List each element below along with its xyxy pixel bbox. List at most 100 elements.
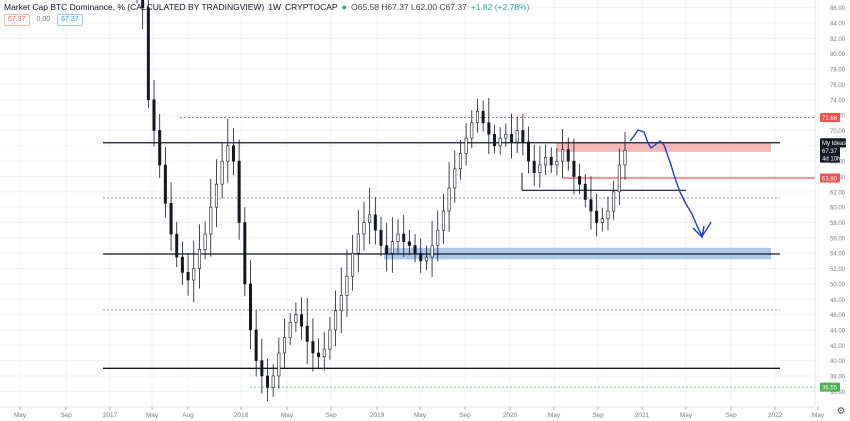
input-c[interactable]: 67.37	[57, 14, 83, 26]
price-label-text: 4d 10h	[822, 156, 840, 162]
candle-body	[300, 314, 304, 327]
chart-annotations	[629, 129, 712, 239]
candle-body	[334, 310, 338, 331]
candle-body	[277, 352, 281, 377]
candle-body	[175, 233, 179, 258]
candle-body	[305, 325, 309, 342]
candle-body	[351, 252, 355, 277]
price-label: 36.55	[820, 382, 840, 392]
candle-body	[419, 252, 423, 262]
input-b[interactable]: 0.00	[33, 15, 54, 25]
candle-body	[549, 156, 553, 166]
resistance-zone	[556, 142, 771, 152]
candle-body	[237, 160, 241, 223]
price-label: 63.80	[820, 173, 840, 183]
candle-body	[430, 245, 434, 258]
candle-body	[271, 375, 275, 388]
candle-body	[447, 187, 451, 212]
candle-body	[492, 133, 496, 147]
candle-body	[231, 145, 235, 162]
price-label: 71.68	[820, 113, 840, 123]
candle-body	[163, 164, 167, 204]
y-tick-label: 52.00	[830, 267, 846, 273]
x-tick-label: May	[14, 412, 27, 419]
candle-body	[464, 137, 468, 154]
ohlc-values: O65.58 H67.37 L62.00 C67.37	[351, 2, 467, 12]
y-tick-label: 44.00	[830, 328, 846, 334]
candle-body	[475, 110, 479, 124]
x-tick-label: 2018	[234, 412, 249, 419]
candle-body	[606, 210, 610, 219]
price-label: My Ideas	[820, 138, 846, 148]
price-label-bg	[820, 173, 840, 183]
projection-arrowhead-icon	[692, 225, 705, 239]
candle-body	[180, 256, 184, 273]
candle-body	[504, 133, 508, 139]
candle-body	[402, 233, 406, 243]
candle-body	[328, 329, 332, 350]
candle-body	[578, 176, 582, 185]
candle-body	[243, 222, 247, 285]
candle-body	[498, 137, 502, 147]
candle-body	[521, 130, 525, 143]
change-value: +1.82 (+2.78%)	[470, 2, 530, 12]
x-tick-label: 2019	[370, 412, 385, 419]
candle-body	[487, 122, 491, 135]
x-tick-label: May	[812, 412, 825, 419]
price-label-bg	[820, 113, 840, 123]
candle-body	[152, 99, 156, 131]
y-tick-label: 46.00	[830, 313, 846, 319]
settings-gear-icon[interactable]: ⚙	[836, 406, 846, 417]
chart-title: Market Cap BTC Dominance, % (CALCULATED …	[4, 2, 265, 12]
x-tick-label: Sep	[592, 412, 604, 419]
price-label: 67.37	[820, 146, 840, 156]
candle-body	[396, 233, 400, 243]
x-tick-label: 2020	[503, 412, 518, 419]
y-tick-label: 56.00	[830, 236, 846, 242]
y-tick-label: 70.00	[830, 129, 846, 135]
y-tick-label: 40.00	[830, 359, 846, 365]
candle-body	[169, 203, 173, 235]
candle-body	[317, 352, 321, 358]
candle-body	[623, 150, 627, 166]
price-label: 4d 10h	[820, 153, 840, 163]
chart-levels	[103, 117, 815, 388]
x-tick-label: 2021	[635, 412, 650, 419]
candle-body	[589, 199, 593, 212]
y-tick-label: 50.00	[830, 282, 846, 288]
candle-body	[266, 375, 270, 388]
candle-body	[141, 0, 145, 8]
y-tick-label: 76.00	[830, 83, 846, 89]
price-label-text: 71.68	[822, 116, 838, 122]
candle-body	[288, 321, 292, 338]
candle-body	[248, 283, 252, 331]
x-tick-label: Sep	[459, 412, 471, 419]
inputs-row: 67.37 0.00 67.37	[4, 14, 83, 26]
y-tick-label: 66.00	[830, 160, 846, 166]
candle-body	[322, 348, 326, 358]
candle-body	[481, 110, 485, 124]
market-status-dot-icon: ●	[341, 2, 348, 12]
interval-label[interactable]: 1W	[268, 2, 282, 12]
x-tick-label: May	[548, 412, 561, 419]
x-tick-label: 2017	[103, 412, 118, 419]
y-tick-label: 60.00	[830, 206, 846, 212]
chart-zones	[384, 142, 771, 260]
y-tick-label: 80.00	[830, 52, 846, 58]
candle-body	[356, 233, 360, 254]
price-label-text: 67.37	[822, 149, 838, 155]
candle-body	[345, 275, 349, 296]
candle-body	[595, 210, 599, 223]
input-a[interactable]: 67.37	[4, 14, 30, 26]
candle-body	[527, 141, 531, 162]
candle-body	[436, 229, 440, 246]
y-tick-label: 84.00	[830, 22, 846, 28]
y-tick-label: 42.00	[830, 344, 846, 350]
candle-body	[441, 210, 445, 231]
candle-body	[385, 245, 389, 254]
price-label-bg	[820, 138, 846, 148]
y-tick-label: 86.00	[830, 6, 846, 12]
candle-body	[283, 337, 287, 354]
price-label-text: 63.80	[822, 176, 838, 182]
